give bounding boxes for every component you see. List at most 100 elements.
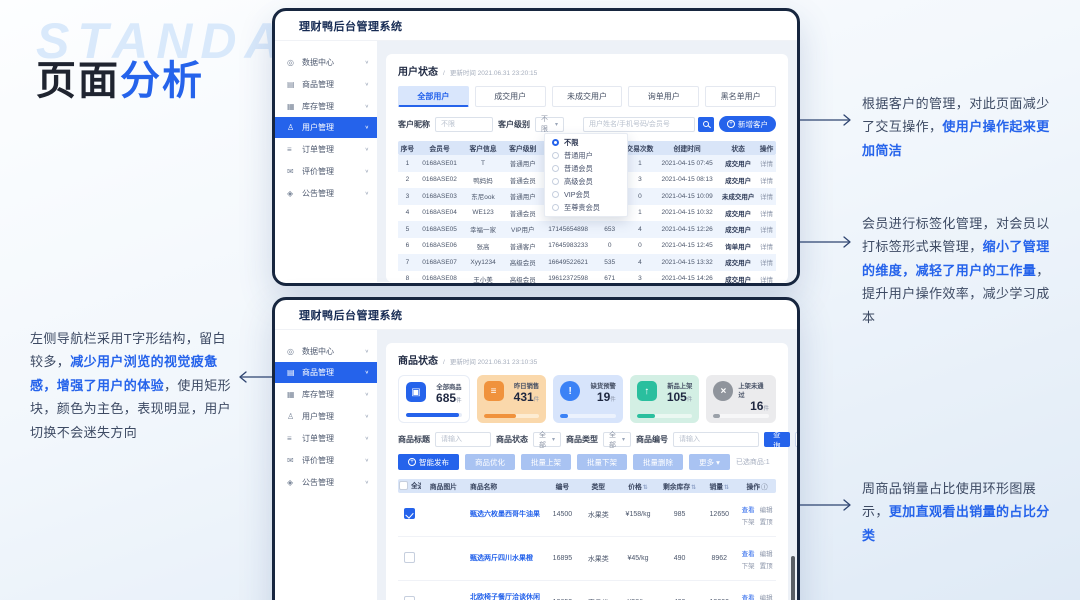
detail-link[interactable]: 详情 xyxy=(759,161,773,169)
sidebar-item[interactable]: ≡ 订单管理 ∨ xyxy=(275,138,377,160)
sidebar-item[interactable]: ◈ 公告管理 ∨ xyxy=(275,471,377,493)
sidebar-item[interactable]: ▦ 库存管理 ∨ xyxy=(275,383,377,405)
sidebar-item[interactable]: ◎ 数据中心 ∨ xyxy=(275,51,377,73)
sidebar-item[interactable]: ◎ 数据中心 ∨ xyxy=(275,340,377,362)
sidebar-item-icon: ≡ xyxy=(287,144,292,154)
search-button[interactable] xyxy=(698,116,714,132)
stat-icon: × xyxy=(713,381,734,401)
bulk-action-button[interactable]: 商品优化 xyxy=(465,454,515,470)
smart-publish-button[interactable]: 智能发布 xyxy=(398,454,459,470)
row-checkbox[interactable] xyxy=(403,596,415,600)
dropdown-option[interactable]: 至尊贵会员 xyxy=(545,201,627,214)
stat-progress-track xyxy=(560,414,616,418)
detail-link[interactable]: 详情 xyxy=(759,243,773,251)
dropdown-option[interactable]: 不限 xyxy=(545,136,627,149)
nickname-label: 客户昵称 xyxy=(398,119,430,129)
add-customer-button[interactable]: 新增客户 xyxy=(719,116,776,132)
dropdown-option[interactable]: 普通会员 xyxy=(545,162,627,175)
trade-amount: 653 xyxy=(604,225,616,233)
sidebar-item[interactable]: ♙ 用户管理 ∨ xyxy=(275,117,377,138)
pin-top-link[interactable]: 置顶 xyxy=(759,518,773,526)
stat-card: ! 缺货预警 19件 xyxy=(553,375,623,423)
sidebar-item-label: 商品管理 xyxy=(302,368,334,377)
stat-unit: 件 xyxy=(763,406,769,412)
product-status-select[interactable]: 全部 ▾ xyxy=(533,432,562,449)
user-tab[interactable]: 全部用户 xyxy=(398,86,469,107)
scrollbar-thumb[interactable] xyxy=(791,556,795,600)
stat-label: 昨日销售 xyxy=(514,383,540,390)
product-sn-input[interactable] xyxy=(673,432,760,447)
edit-link[interactable]: 编辑 xyxy=(759,550,773,558)
product-title-input[interactable] xyxy=(435,432,491,447)
sidebar-item[interactable]: ▤ 商品管理 ∨ xyxy=(275,73,377,95)
sidebar-item[interactable]: ≡ 订单管理 ∨ xyxy=(275,427,377,449)
stat-value: 19件 xyxy=(597,390,616,404)
sidebar-item-icon: ◎ xyxy=(287,346,294,356)
detail-link[interactable]: 详情 xyxy=(759,227,773,235)
bulk-action-button[interactable]: 批量删除 xyxy=(633,454,683,470)
connector-arrow-right-2 xyxy=(798,236,851,248)
col-header: 价格 xyxy=(628,484,642,491)
trade-count: 1 xyxy=(638,209,642,217)
sidebar-item-icon: ▤ xyxy=(287,368,295,377)
chevron-down-icon: ∨ xyxy=(364,147,369,152)
stat-number: 16 xyxy=(750,399,764,413)
stat-icon: ↑ xyxy=(636,381,657,401)
trade-amount: 535 xyxy=(604,258,616,266)
sidebar-item[interactable]: ◈ 公告管理 ∨ xyxy=(275,182,377,204)
product-name-link[interactable]: 甄选两斤四川水果橙 xyxy=(470,554,534,562)
sidebar-item[interactable]: ✉ 评价管理 ∨ xyxy=(275,449,377,471)
col-header-sortable[interactable]: 销量⇅ xyxy=(700,481,738,491)
sidebar-item[interactable]: ▤ 商品管理 ∨ xyxy=(275,362,377,383)
user-search-input[interactable] xyxy=(583,116,695,132)
take-down-link[interactable]: 下架 xyxy=(741,562,755,570)
detail-link[interactable]: 详情 xyxy=(759,177,773,185)
view-link[interactable]: 查看 xyxy=(741,594,755,600)
annotation-right-1: 根据客户的管理，对此页面减少了交互操作，使用户操作起来更加简洁 xyxy=(862,92,1062,162)
col-header-sortable[interactable]: 价格⇅ xyxy=(617,481,659,491)
product-name-link[interactable]: 北欧椅子餐厅洽谈休闲靠背椅 xyxy=(470,594,541,600)
view-link[interactable]: 查看 xyxy=(741,506,755,514)
detail-link[interactable]: 详情 xyxy=(759,260,773,268)
detail-link[interactable]: 详情 xyxy=(759,210,773,218)
take-down-link[interactable]: 下架 xyxy=(741,518,755,526)
bulk-action-button[interactable]: 批量下架 xyxy=(577,454,627,470)
sidebar-item[interactable]: ▦ 库存管理 ∨ xyxy=(275,95,377,117)
user-tab[interactable]: 黑名单用户 xyxy=(705,86,776,107)
sidebar-item[interactable]: ✉ 评价管理 ∨ xyxy=(275,160,377,182)
dropdown-option[interactable]: VIP会员 xyxy=(545,188,627,201)
user-tab[interactable]: 询单用户 xyxy=(628,86,700,107)
pin-top-link[interactable]: 置顶 xyxy=(759,562,773,570)
edit-link[interactable]: 编辑 xyxy=(759,594,773,600)
detail-link[interactable]: 详情 xyxy=(759,194,773,202)
edit-link[interactable]: 编辑 xyxy=(759,506,773,514)
dropdown-option[interactable]: 高级会员 xyxy=(545,175,627,188)
user-tab[interactable]: 成交用户 xyxy=(474,86,546,107)
product-type-select[interactable]: 全部 ▾ xyxy=(603,432,632,449)
product-name-link[interactable]: 甄选六枚墨西哥牛油果 xyxy=(470,510,541,518)
more-button[interactable]: 更多 ▾ xyxy=(689,454,730,470)
annotation-text: 左侧导航栏采用T字形结构，留白较多， xyxy=(30,331,226,370)
stat-card: ≡ 昨日销售 431件 xyxy=(476,375,547,423)
col-header-sortable[interactable]: 剩余库存⇅ xyxy=(659,481,701,491)
row-checkbox[interactable] xyxy=(403,552,415,563)
nickname-input[interactable] xyxy=(435,116,493,132)
row-checkbox[interactable] xyxy=(403,508,415,519)
col-header: 交易次数 xyxy=(626,146,654,153)
user-tab[interactable]: 未成交用户 xyxy=(551,86,623,107)
view-link[interactable]: 查看 xyxy=(741,550,755,558)
sidebar-item-icon: ▤ xyxy=(287,79,295,89)
bulk-action-button[interactable]: 批量上架 xyxy=(521,454,571,470)
sidebar-item[interactable]: ♙ 用户管理 ∨ xyxy=(275,405,377,427)
query-button[interactable]: 查询 xyxy=(764,430,790,450)
trade-amount: 671 xyxy=(604,275,616,283)
select-all-checkbox[interactable] xyxy=(399,480,408,490)
detail-link[interactable]: 详情 xyxy=(759,276,773,284)
annotation-highlight: 更加直观看出销量的占比分类 xyxy=(862,504,1050,543)
customer-name: 王小美 xyxy=(473,276,493,284)
level-select[interactable]: 不限 ▾ xyxy=(535,116,564,133)
dropdown-option[interactable]: 普通用户 xyxy=(545,149,627,162)
product-row: 甄选六枚墨西哥牛油果 14500 水果类 ¥158/kg 985 12650 查… xyxy=(398,493,776,537)
reset-button[interactable]: 重置 xyxy=(794,432,797,447)
row-index: 1 xyxy=(405,159,410,167)
